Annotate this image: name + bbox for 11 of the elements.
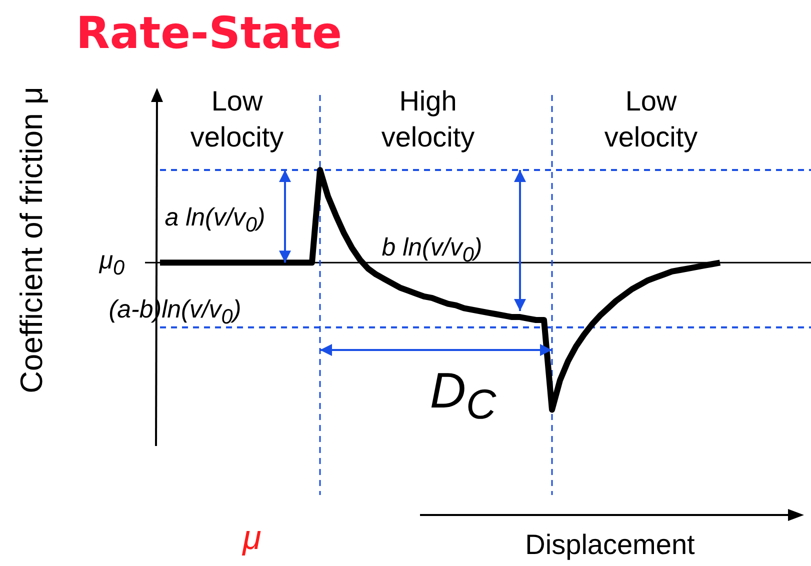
text: μ$_{0}$ <box>98 245 126 282</box>
text: Low velocity <box>189 84 285 155</box>
annotation: D$_{C}$ <box>428 361 498 430</box>
text: High velocity <box>380 84 476 155</box>
text: μ <box>241 518 262 559</box>
annotation: b ln(v/v$_{0}$) <box>380 232 484 268</box>
text: Low velocity <box>603 84 699 155</box>
annotation: a ln(v/v$_{0}$) <box>164 202 266 238</box>
y-axis-title: Coefficient of friction μ <box>14 86 50 394</box>
x-axis-title: Displacement <box>525 529 695 561</box>
chart-title: Rate-State <box>76 8 342 59</box>
